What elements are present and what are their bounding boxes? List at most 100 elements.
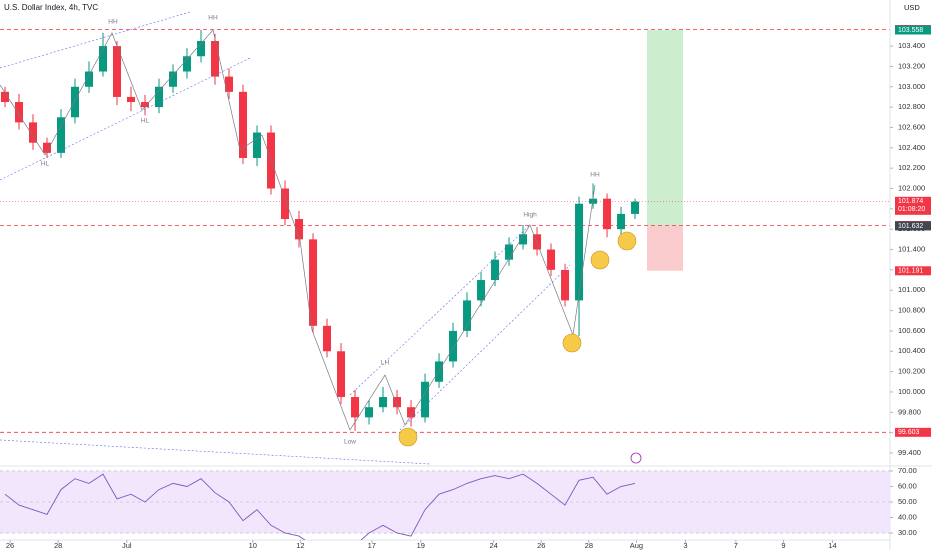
candle-body <box>155 86 164 108</box>
chart-title: U.S. Dollar Index, 4h, TVC <box>4 3 98 12</box>
candle-body <box>337 351 346 398</box>
y-tick-label: 103.000 <box>898 82 925 91</box>
price-marker <box>895 221 931 231</box>
candle-body <box>281 188 290 220</box>
price-marker-label: 101.874 <box>898 198 923 205</box>
candle-body <box>561 269 570 301</box>
rsi-tick-label: 70.00 <box>898 466 917 475</box>
zigzag <box>0 29 596 431</box>
candle-body <box>239 91 248 158</box>
candle-body <box>631 201 640 214</box>
candle-body <box>519 234 528 245</box>
target-zone <box>647 30 683 226</box>
y-tick-label: 102.000 <box>898 183 925 192</box>
event-icon[interactable] <box>630 452 642 464</box>
y-tick-label: 103.400 <box>898 41 925 50</box>
candle-body <box>365 407 374 418</box>
candle-body <box>183 56 192 72</box>
currency: USD <box>904 3 920 12</box>
price-marker <box>895 427 931 437</box>
rsi-tick-label: 60.00 <box>898 481 917 490</box>
y-tick-label: 100.000 <box>898 387 925 396</box>
y-tick-label: 101.000 <box>898 285 925 294</box>
candle-body <box>71 86 80 118</box>
candle-body <box>379 397 388 408</box>
rsi-line <box>4 473 636 540</box>
candle-body <box>309 239 318 326</box>
x-tick-label: 3 <box>683 541 687 550</box>
rsi-tick-label: 50.00 <box>898 497 917 506</box>
candle-body <box>463 300 472 331</box>
candle-body <box>421 381 430 418</box>
rsi-tick-label: 30.00 <box>898 528 917 537</box>
rsi-pane <box>0 470 890 540</box>
price-marker-label: 101.632 <box>898 223 923 230</box>
candle-body <box>0 91 9 103</box>
candle-body <box>575 203 584 301</box>
y-tick-label: 100.800 <box>898 306 925 315</box>
y-tick-label: 102.600 <box>898 122 925 131</box>
candle-body <box>351 397 360 418</box>
candle-body <box>29 122 38 143</box>
candle-body <box>225 76 234 92</box>
annotation: Low <box>344 439 356 446</box>
y-tick-label: 100.600 <box>898 326 925 335</box>
candle-body <box>547 249 556 270</box>
candle-body <box>435 361 444 382</box>
y-tick-label: 99.800 <box>898 407 921 416</box>
x-tick-label: Aug <box>630 541 643 550</box>
x-tick-label: 12 <box>296 541 304 550</box>
x-tick-label: 19 <box>417 541 425 550</box>
y-tick-label: 102.800 <box>898 102 925 111</box>
x-tick-label: Jul <box>122 541 132 550</box>
candle-body <box>603 198 612 230</box>
y-tick-label: 99.400 <box>898 448 921 457</box>
y-tick-label: 102.400 <box>898 143 925 152</box>
annotation: HH <box>590 172 600 179</box>
x-tick-label: 24 <box>489 541 497 550</box>
candle-body <box>99 46 108 72</box>
x-tick-label: 10 <box>249 541 257 550</box>
x-tick-label: 26 <box>537 541 545 550</box>
candle-body <box>211 40 220 77</box>
candle-body <box>169 71 178 87</box>
countdown: 01:08:20 <box>898 206 925 213</box>
candle-body <box>449 330 458 362</box>
candle-body <box>43 142 52 153</box>
y-tick-label: 103.200 <box>898 61 925 70</box>
price-pane <box>0 29 890 433</box>
y-tick-label: 100.400 <box>898 346 925 355</box>
x-tick-label: 9 <box>781 541 785 550</box>
price-marker <box>895 196 931 215</box>
y-tick-label: 101.400 <box>898 245 925 254</box>
x-tick-label: 17 <box>368 541 376 550</box>
candle-body <box>505 244 514 260</box>
x-tick-label: 28 <box>585 541 593 550</box>
price-marker <box>895 25 931 35</box>
candle-body <box>113 46 122 97</box>
candle-body <box>589 198 598 204</box>
annotation: HL <box>141 118 150 125</box>
candle-body <box>85 71 94 87</box>
stop-zone <box>647 225 683 271</box>
candle-body <box>253 132 262 158</box>
candle-body <box>533 234 542 250</box>
annotation: HH <box>108 19 118 26</box>
price-marker-label: 99.603 <box>898 429 920 436</box>
annotation: High <box>523 212 537 219</box>
candle-body <box>127 96 136 103</box>
rsi-tick-label: 40.00 <box>898 512 917 521</box>
x-tick-label: 28 <box>54 541 62 550</box>
candle-body <box>14 102 23 123</box>
candle-body <box>141 102 150 108</box>
trend-lines <box>0 11 571 465</box>
price-marker-label: 103.558 <box>898 27 923 34</box>
candle-body <box>57 117 66 153</box>
emoji-icons <box>398 231 637 447</box>
x-tick-label: 14 <box>828 541 836 550</box>
candle-body <box>617 213 626 230</box>
annotation: HH <box>208 15 218 22</box>
candle-body <box>295 219 304 240</box>
y-tick-label: 102.200 <box>898 163 925 172</box>
x-tick-label: 7 <box>734 541 738 550</box>
